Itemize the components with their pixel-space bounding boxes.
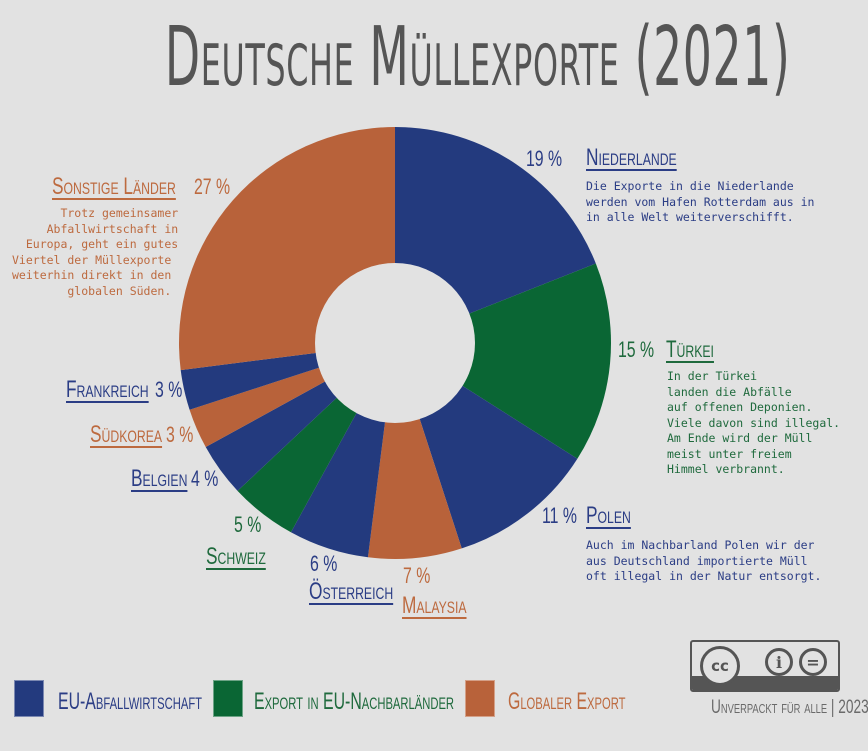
name-suedkorea: Südkorea xyxy=(90,421,163,448)
name-oesterreich: Österreich xyxy=(309,578,394,605)
label-suedkorea: 3 % xyxy=(166,422,204,448)
name-belgien: Belgien xyxy=(131,465,188,492)
name-niederlande: Niederlande xyxy=(586,144,677,171)
name-malaysia-wrap: Malaysia xyxy=(402,592,492,620)
legend-swatch-eu-waste xyxy=(14,680,44,717)
legend-swatch-eu-neighbors xyxy=(213,680,243,717)
attribution-icon: i xyxy=(765,648,793,676)
label-oesterreich: 6 % xyxy=(310,551,348,577)
pct-polen: 11 % xyxy=(542,503,577,528)
pct-suedkorea: 3 % xyxy=(166,422,194,447)
name-belgien-wrap: Belgien xyxy=(131,465,209,493)
label-frankreich: 3 % xyxy=(155,377,193,403)
legend-label-eu-neighbors: Export in EU-Nachbarländer xyxy=(254,688,455,715)
name-frankreich-wrap: Frankreich xyxy=(66,376,181,404)
desc-polen: Auch im Nachbarland Polen wir der aus De… xyxy=(586,538,822,583)
pct-belgien: 4 % xyxy=(191,466,219,491)
page-title: Deutsche Müllexporte (2021) xyxy=(164,10,791,105)
legend-swatch-global xyxy=(465,680,495,717)
name-suedkorea-wrap: Südkorea xyxy=(90,421,190,449)
label-malaysia: 7 % xyxy=(403,563,441,589)
label-polen: 11 % xyxy=(542,503,591,529)
slice-türkei xyxy=(395,263,611,459)
name-malaysia: Malaysia xyxy=(402,592,467,619)
pct-niederlande: 19 % xyxy=(526,146,563,171)
pct-frankreich: 3 % xyxy=(155,377,183,402)
name-schweiz: Schweiz xyxy=(206,543,266,570)
label-belgien: 4 % xyxy=(191,466,229,492)
desc-niederlande: Die Exporte in die Niederlande werden vo… xyxy=(586,179,815,224)
name-oesterreich-wrap: Österreich xyxy=(309,578,426,606)
pct-tuerkei: 15 % xyxy=(618,337,655,362)
pct-oesterreich: 6 % xyxy=(310,551,338,576)
label-schweiz: 5 % xyxy=(234,512,272,538)
label-tuerkei: 15 % xyxy=(618,337,668,363)
name-tuerkei-wrap: Türkei xyxy=(666,336,733,364)
name-sonstige: Sonstige Länder xyxy=(52,173,176,200)
label-niederlande: 19 % xyxy=(526,146,576,172)
name-polen-wrap: Polen xyxy=(586,502,648,530)
name-schweiz-wrap: Schweiz xyxy=(206,543,289,571)
legend-label-global: Globaler Export xyxy=(508,688,626,715)
legend-label-eu-waste: EU-Abfallwirtschaft xyxy=(58,688,203,715)
name-niederlande-wrap: Niederlande xyxy=(586,144,712,172)
name-sonstige-wrap: Sonstige Länder xyxy=(52,173,224,201)
donut-hole xyxy=(315,263,475,423)
pct-schweiz: 5 % xyxy=(234,512,262,537)
name-frankreich: Frankreich xyxy=(66,376,149,403)
pct-sonstige: 27 % xyxy=(194,174,231,199)
desc-sonstige: Trotz gemeinsamer Abfallwirtschaft in Eu… xyxy=(12,206,179,298)
cc-icon: cc xyxy=(700,646,740,686)
credit-text: Unverpackt für alle | 2023 xyxy=(711,697,868,718)
name-polen: Polen xyxy=(586,502,631,529)
desc-tuerkei: In der Türkei landen die Abfälle auf off… xyxy=(667,369,841,476)
no-derivatives-icon: = xyxy=(799,648,827,676)
pct-malaysia: 7 % xyxy=(403,563,431,588)
name-tuerkei: Türkei xyxy=(666,336,714,363)
label-sonstige: 27 % xyxy=(194,174,244,200)
cc-license-badge: cc i = xyxy=(690,640,840,692)
